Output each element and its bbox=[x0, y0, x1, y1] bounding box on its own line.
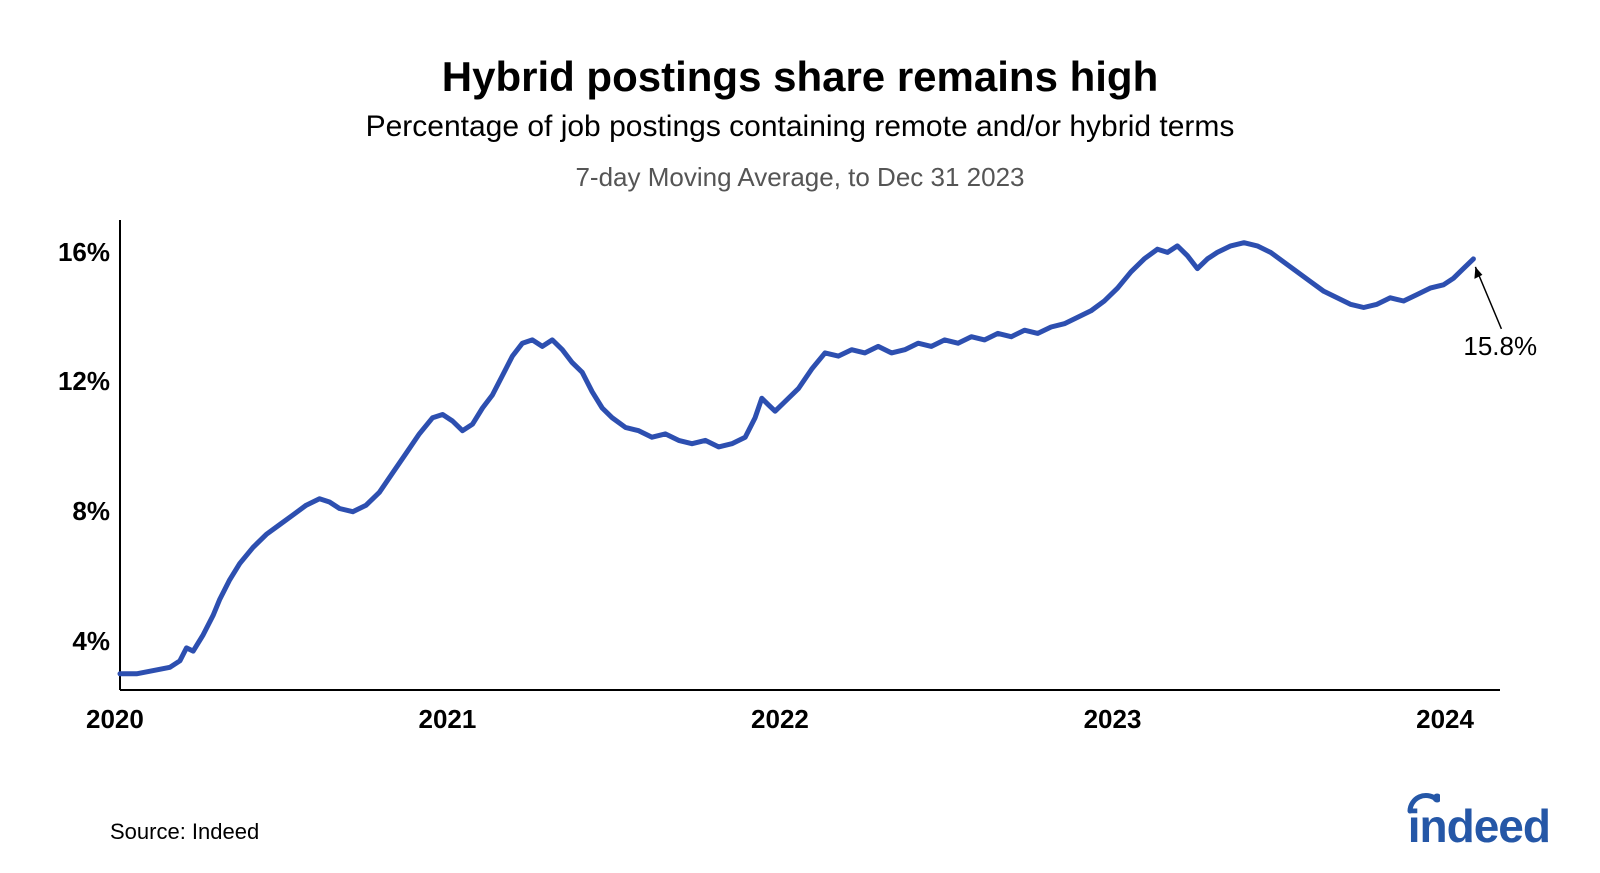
y-tick-label: 4% bbox=[30, 626, 110, 657]
chart-subtitle: Percentage of job postings containing re… bbox=[0, 110, 1600, 144]
y-tick-label: 16% bbox=[30, 237, 110, 268]
x-tick-label: 2023 bbox=[1084, 704, 1142, 735]
x-tick-label: 2021 bbox=[419, 704, 477, 735]
titles-block: Hybrid postings share remains high Perce… bbox=[0, 0, 1600, 193]
chart-title: Hybrid postings share remains high bbox=[0, 54, 1600, 100]
y-tick-label: 8% bbox=[30, 496, 110, 527]
source-label: Source: Indeed bbox=[110, 819, 259, 845]
x-tick-label: 2020 bbox=[86, 704, 144, 735]
x-tick-label: 2024 bbox=[1416, 704, 1474, 735]
x-tick-label: 2022 bbox=[751, 704, 809, 735]
endpoint-annotation: 15.8% bbox=[1463, 331, 1537, 362]
indeed-logo: indeed bbox=[1408, 799, 1550, 853]
line-chart bbox=[120, 220, 1500, 690]
y-tick-label: 12% bbox=[30, 366, 110, 397]
logo-arc-icon bbox=[1404, 785, 1440, 821]
chart-sub2: 7-day Moving Average, to Dec 31 2023 bbox=[0, 162, 1600, 193]
chart-container: Hybrid postings share remains high Perce… bbox=[0, 0, 1600, 873]
